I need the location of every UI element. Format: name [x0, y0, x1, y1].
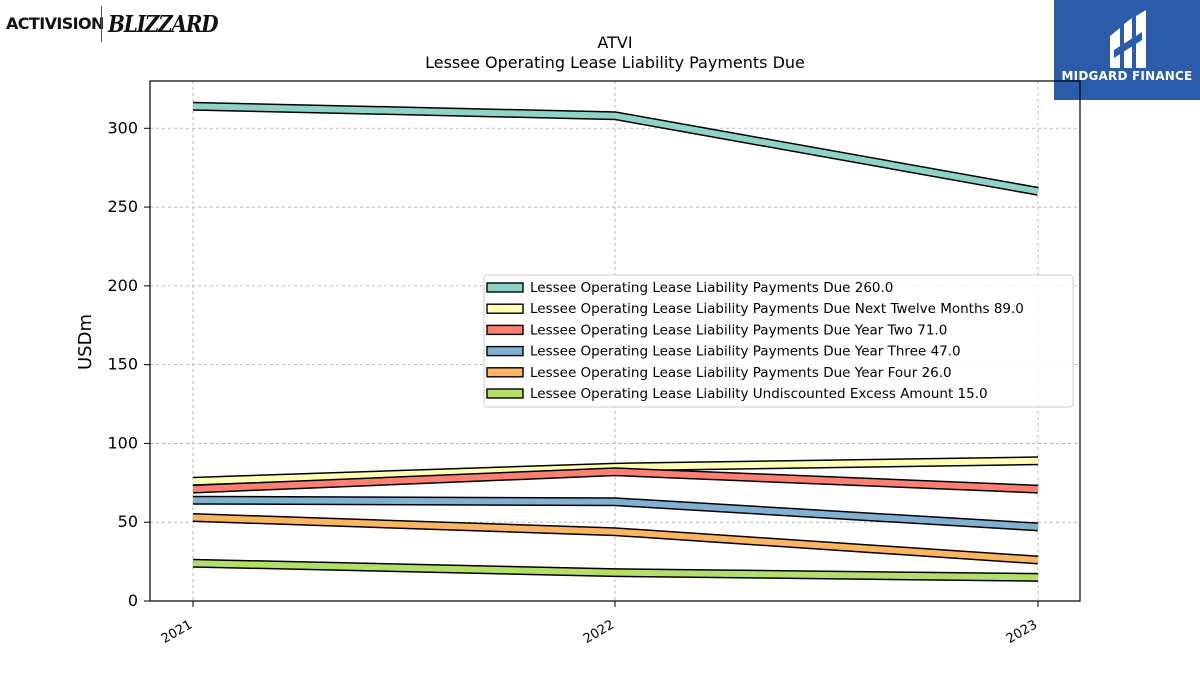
series-line: [192, 513, 1039, 565]
series-fill: [192, 103, 1039, 195]
legend-label: Lessee Operating Lease Liability Payment…: [530, 301, 1024, 317]
series-outline: [192, 101, 1039, 196]
chart-subtitle: Lessee Operating Lease Liability Payment…: [425, 53, 805, 72]
legend-entry: Lessee Operating Lease Liability Undisco…: [486, 386, 988, 402]
series-fill: [192, 560, 1039, 581]
legend-swatch: [486, 282, 524, 293]
y-tick-label: 300: [107, 118, 138, 137]
x-tick-label: 2021: [159, 617, 195, 647]
y-tick-label: 50: [118, 512, 138, 531]
midgard-mark-icon: [1110, 10, 1146, 68]
legend: Lessee Operating Lease Liability Payment…: [483, 274, 1074, 408]
series-line: [192, 467, 1039, 494]
x-tick-label: 2023: [1004, 617, 1040, 647]
series-line: [192, 495, 1039, 532]
blizzard-wordmark: BLIZZARD: [108, 10, 219, 38]
series-line: [192, 558, 1039, 582]
legend-swatch: [486, 345, 524, 357]
activision-blizzard-logo: ACTIVISION BLIZZARD: [4, 4, 219, 42]
y-axis-label: USDm: [75, 314, 96, 370]
legend-box: [483, 274, 1074, 408]
series-fill: [192, 514, 1039, 563]
legend-entry: Lessee Operating Lease Liability Payment…: [486, 301, 1024, 317]
series-fill: [192, 468, 1039, 493]
x-axis: 2021 2022 2023: [159, 601, 1040, 647]
y-tick-label: 0: [128, 591, 138, 610]
legend-entry: Lessee Operating Lease Liability Payment…: [486, 322, 947, 338]
legend-label: Lessee Operating Lease Liability Payment…: [530, 322, 947, 338]
activision-wordmark: ACTIVISION: [6, 14, 104, 33]
series-line: [192, 456, 1039, 486]
legend-label: Lessee Operating Lease Liability Payment…: [530, 365, 952, 381]
midgard-wordmark: MIDGARD FINANCE: [1061, 69, 1193, 83]
legend-label: Lessee Operating Lease Liability Undisco…: [530, 386, 988, 402]
series-line: [192, 101, 1039, 196]
legend-entry: Lessee Operating Lease Liability Payment…: [486, 280, 893, 296]
legend-entry: Lessee Operating Lease Liability Payment…: [486, 365, 952, 381]
series-fill: [192, 497, 1039, 530]
legend-swatch: [486, 324, 524, 336]
x-tick-label: 2022: [581, 617, 617, 647]
y-tick-label: 150: [107, 355, 138, 374]
y-tick-label: 250: [107, 197, 138, 216]
legend-swatch: [486, 303, 524, 314]
series-fill: [192, 457, 1039, 485]
logo-divider: [101, 6, 102, 42]
chart-title: ATVI: [597, 33, 632, 52]
y-tick-label: 100: [107, 433, 138, 452]
legend-swatch: [486, 388, 524, 399]
series-lines: [192, 101, 1039, 582]
legend-label: Lessee Operating Lease Liability Payment…: [530, 280, 893, 296]
legend-label: Lessee Operating Lease Liability Payment…: [530, 344, 961, 360]
y-tick-label: 200: [107, 276, 138, 295]
legend-entry: Lessee Operating Lease Liability Payment…: [486, 344, 961, 360]
y-axis: 0 50 100 150 200 250 300: [107, 118, 150, 610]
legend-swatch: [486, 367, 524, 378]
midgard-finance-logo: MIDGARD FINANCE: [1054, 0, 1200, 100]
